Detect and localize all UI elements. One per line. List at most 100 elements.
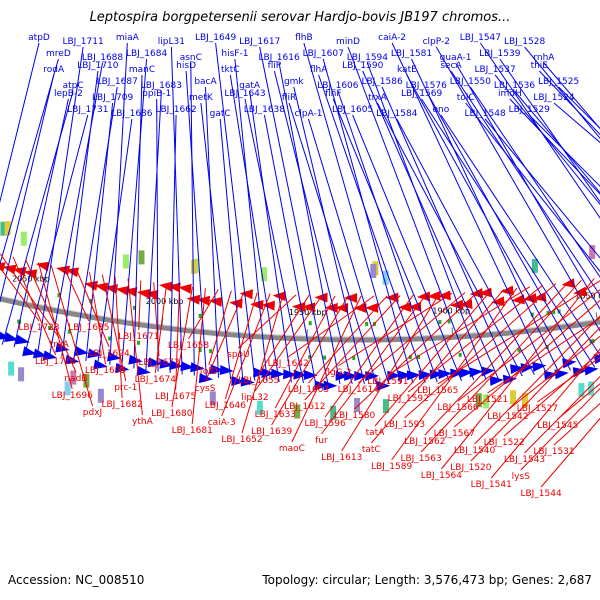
gene-label: LBJ_1590 <box>342 61 384 71</box>
label-leader-line <box>63 267 90 322</box>
gene-label: LBJ_1540 <box>454 446 496 456</box>
gene-label: LBJ_1603 <box>288 385 329 395</box>
label-leader-line <box>507 335 600 411</box>
label-lines <box>0 42 600 488</box>
gene-label: pdxJ <box>83 408 102 418</box>
gene-label: LBJ_1536 <box>494 81 536 91</box>
gene-label: LBJ_1584 <box>376 109 418 119</box>
scale-tick-label: 2050 kbp <box>12 274 50 283</box>
label-leader-line <box>215 42 256 381</box>
gene-label: LBJ_1696 <box>52 391 94 401</box>
gene-label: LBJ_1687 <box>97 77 138 87</box>
label-leader-line <box>352 114 463 382</box>
feature-mark <box>308 355 312 360</box>
gene-label: truA <box>50 340 70 350</box>
label-leader-line <box>524 375 600 454</box>
label-leader-line <box>127 278 143 416</box>
label-leader-line <box>558 86 600 129</box>
gene-label: LBJ_1655 <box>238 376 279 386</box>
forward-gene <box>469 367 484 378</box>
forward-gene <box>398 370 412 381</box>
gene-label: LBJ_1613 <box>321 453 362 463</box>
gene-label: LBJ_1522 <box>484 438 525 448</box>
forward-gene <box>198 373 214 384</box>
gene-label: LBJ_1566 <box>437 403 479 413</box>
gene-label: LBJ_1688 <box>82 53 124 63</box>
gene-label: LBJ_1562 <box>404 437 445 447</box>
gene-label: LBJ_1569 <box>401 89 443 99</box>
gene-label: LBJ_1694 <box>88 349 130 359</box>
gene-label: asnC <box>180 53 202 63</box>
gene-label: fliR <box>282 93 296 103</box>
label-leader-line <box>543 62 600 130</box>
label-leader-line <box>85 102 114 362</box>
feature-block <box>20 231 27 246</box>
label-leader-line <box>440 114 600 357</box>
gene-label: LBJ_1686 <box>111 109 153 119</box>
label-leader-line <box>537 356 600 403</box>
gene-label: gmk <box>284 77 304 87</box>
reverse-gene <box>343 292 358 303</box>
forward-gene <box>128 354 143 365</box>
feature-mark <box>108 336 112 341</box>
reverse-gene <box>427 290 441 301</box>
label-leader-line <box>0 42 40 204</box>
forward-gene <box>15 334 30 345</box>
gene-label: nadB <box>64 374 87 384</box>
feature-mark <box>209 349 213 354</box>
gene-label: lipL32 <box>241 393 268 403</box>
feature-mark <box>89 298 93 303</box>
label-leader-line <box>396 118 535 375</box>
reverse-gene <box>437 290 451 301</box>
gene-label: LBJ_1612 <box>284 402 325 412</box>
gene-label: LBJ_1681 <box>172 426 213 436</box>
forward-gene <box>303 370 318 381</box>
feature-block <box>0 221 7 236</box>
label-leader-line <box>420 279 582 453</box>
label-leader-line <box>354 291 479 410</box>
forward-gene <box>180 361 195 372</box>
label-leader-line <box>474 315 600 445</box>
feature-block <box>294 404 301 419</box>
label-leader-line <box>387 286 531 376</box>
label-leader-line <box>274 295 336 409</box>
gene-label: caiA-3 <box>208 418 236 428</box>
gene-label: gatC <box>210 109 231 119</box>
gene-label: ythA <box>132 417 154 427</box>
gene-label: LBJ_1567 <box>434 429 475 439</box>
feature-block <box>578 383 585 398</box>
feature-block <box>483 394 490 409</box>
feature-block <box>70 370 77 385</box>
feature-block <box>8 361 15 376</box>
gene-label: LBJ_1649 <box>195 33 237 43</box>
gene-label: rodA <box>43 65 65 75</box>
forward-gene <box>481 366 496 377</box>
feature-mark <box>57 293 61 298</box>
gene-label: trxA <box>368 93 387 103</box>
feature-block <box>531 258 538 273</box>
gene-label: LBJ_1658 <box>168 341 210 351</box>
gene-label: LBJ_1643 <box>224 89 265 99</box>
label-leader-line <box>337 90 438 383</box>
gene-label: LBJ_1564 <box>421 471 463 481</box>
forward-gene <box>147 357 163 368</box>
reverse-gene <box>123 287 138 297</box>
forward-gene <box>240 376 255 387</box>
label-leader-line <box>50 264 93 407</box>
gene-label: LBJ_1605 <box>332 105 373 115</box>
reverse-gene <box>261 300 275 311</box>
label-leader-line <box>114 276 123 399</box>
feature-mark <box>408 355 412 360</box>
label-leader-line <box>61 70 99 357</box>
label-leader-line <box>229 74 280 383</box>
reverse-gene <box>573 286 587 297</box>
gene-label: LBJ_1521 <box>467 395 508 405</box>
feature-block <box>475 393 482 408</box>
forward-gene <box>489 375 504 386</box>
gene-label: atpC <box>63 81 84 91</box>
gene-label: flgG-2 <box>324 368 351 378</box>
feature-block <box>510 390 517 405</box>
label-leader-line <box>520 387 600 471</box>
label-leader-line <box>200 102 232 379</box>
